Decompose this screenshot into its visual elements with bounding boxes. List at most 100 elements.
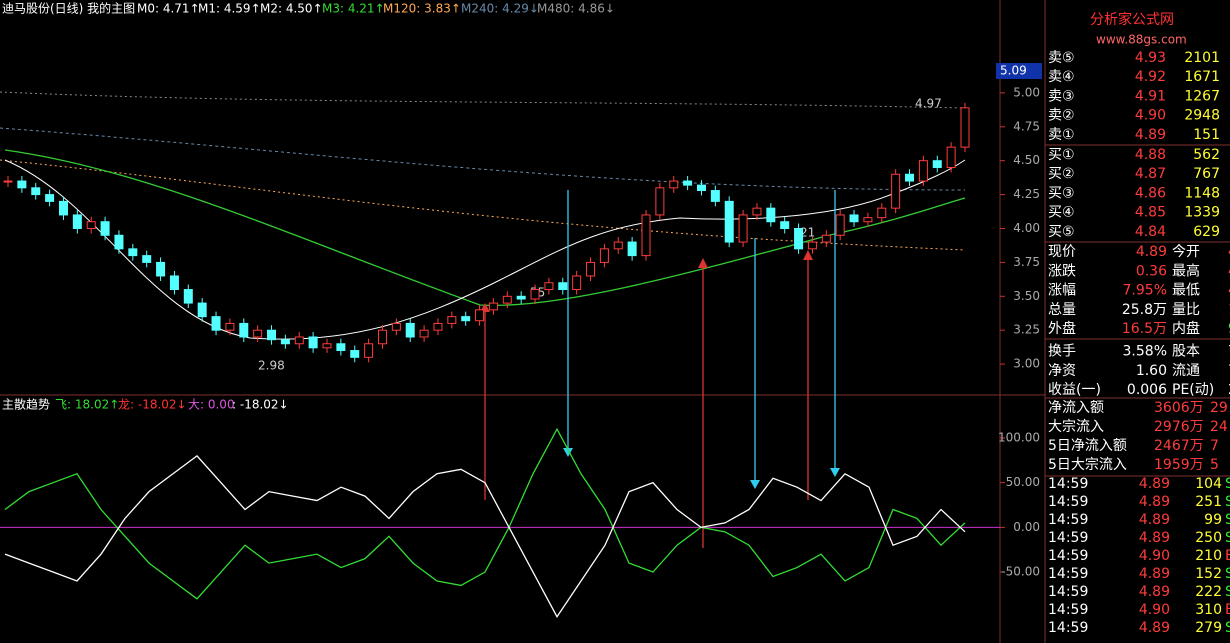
candle (488, 302, 498, 311)
y-tick-label: 3.00 (1013, 357, 1040, 371)
order-volume: 2101 (1184, 50, 1220, 66)
quote-label: 净资 (1048, 363, 1076, 379)
candle (322, 343, 332, 349)
candle (863, 217, 873, 223)
ma-label: M2: 4.50↑ (260, 2, 323, 16)
candle (433, 322, 443, 331)
candle (877, 207, 887, 219)
quote-label: 涨幅 (1048, 283, 1076, 299)
quote-value: 7.20亿 (1228, 344, 1230, 360)
order-price: 4.89 (1135, 127, 1166, 143)
candle (738, 214, 748, 243)
candle (627, 241, 637, 257)
trade-price: 4.89 (1139, 620, 1170, 636)
candle (502, 295, 512, 304)
candle (308, 336, 318, 349)
quote-value: 1.8 (1228, 302, 1230, 318)
order-price: 4.93 (1135, 50, 1166, 66)
candle (350, 350, 360, 358)
indicator-label: 飞: 18.02↑ (55, 398, 119, 412)
candle (905, 173, 915, 182)
quote-label: 外盘 (1048, 320, 1076, 337)
quote-label: 今开 (1172, 244, 1200, 260)
trade-price: 4.89 (1139, 530, 1170, 546)
quote-label: 总量 (1048, 302, 1076, 318)
flow-value: 3606万 (1154, 400, 1204, 416)
candle (821, 234, 831, 243)
trade-price: 4.89 (1139, 494, 1170, 510)
candle (225, 322, 235, 331)
flow-label: 5日大宗流入 (1048, 457, 1127, 473)
chart-title: 迪马股份(日线) 我的主图 (2, 1, 135, 16)
candle (669, 180, 679, 189)
candle (377, 329, 387, 345)
trade-time: 14:59 (1048, 512, 1088, 528)
fei-line (4, 455, 966, 618)
order-price: 4.87 (1135, 166, 1166, 182)
candle (683, 180, 693, 186)
order-price: 4.91 (1135, 88, 1166, 104)
flow-label: 5日净流入额 (1048, 438, 1127, 454)
y-tick-label: 3.50 (1013, 289, 1040, 303)
candle (918, 160, 928, 182)
order-volume: 562 (1193, 147, 1220, 163)
flow-value: 2976万 (1154, 419, 1204, 435)
trade-side: S (1225, 512, 1230, 528)
y-tick-label: 3.25 (1013, 323, 1040, 337)
candle (114, 234, 124, 250)
candle (710, 190, 720, 202)
signal-arrows (480, 190, 840, 548)
quote-value: 4.89 (1136, 244, 1167, 260)
trade-price: 4.89 (1139, 476, 1170, 492)
candle (183, 289, 193, 304)
candle (780, 221, 790, 230)
flow-value: 29 (1210, 400, 1228, 416)
annotation: 21 (800, 226, 815, 240)
quote-label: 股本 (1172, 344, 1200, 360)
order-price: 4.90 (1135, 108, 1166, 124)
candle (142, 255, 152, 263)
y-tick-label: 4.00 (1013, 221, 1040, 235)
candle (475, 309, 485, 322)
quote-label: PE(动) (1172, 382, 1214, 398)
trade-volume: 104 (1195, 476, 1222, 492)
quote-value: 7.20亿 (1228, 363, 1230, 379)
candle (849, 214, 859, 223)
candle (794, 228, 804, 250)
candle (835, 214, 845, 236)
order-label: 买④ (1048, 205, 1075, 221)
candle (766, 207, 776, 223)
ma-label: M120: 3.83↑ (383, 2, 461, 16)
y-tick-label: 4.25 (1013, 187, 1040, 201)
indicator-label: 大: 0.00 (188, 398, 235, 412)
ma-label: M240: 4.29↓ (461, 2, 539, 16)
trade-side: B (1225, 548, 1230, 564)
flow-label: 净流入额 (1048, 400, 1104, 416)
order-volume: 1267 (1184, 88, 1220, 104)
indicator-title: 主散趋势 (2, 397, 50, 412)
quote-label: 内盘 (1172, 320, 1200, 337)
order-volume: 2948 (1184, 108, 1220, 124)
candle (724, 200, 734, 243)
candle (641, 214, 651, 257)
candle (294, 336, 304, 345)
quote-value: 4.5 (1228, 283, 1230, 299)
candle (960, 107, 970, 148)
trade-volume: 99 (1204, 512, 1222, 528)
quote-label: 量比 (1172, 302, 1200, 318)
candle (267, 329, 277, 341)
ma-line (0, 159, 966, 251)
candle (197, 302, 207, 318)
indicator-label: 龙: -18.02↓ (118, 398, 187, 412)
logo-url: www.88gs.com (1096, 33, 1187, 47)
candle (946, 146, 956, 168)
candle (336, 343, 346, 352)
flow-value: 7 (1210, 438, 1219, 454)
flow-value: 2467万 (1154, 438, 1204, 454)
flow-label: 大宗流入 (1048, 419, 1104, 435)
candle (544, 282, 554, 291)
order-volume: 767 (1193, 166, 1220, 182)
y-tick-label: 0.00 (1013, 520, 1040, 534)
trade-side: S (1225, 584, 1230, 600)
